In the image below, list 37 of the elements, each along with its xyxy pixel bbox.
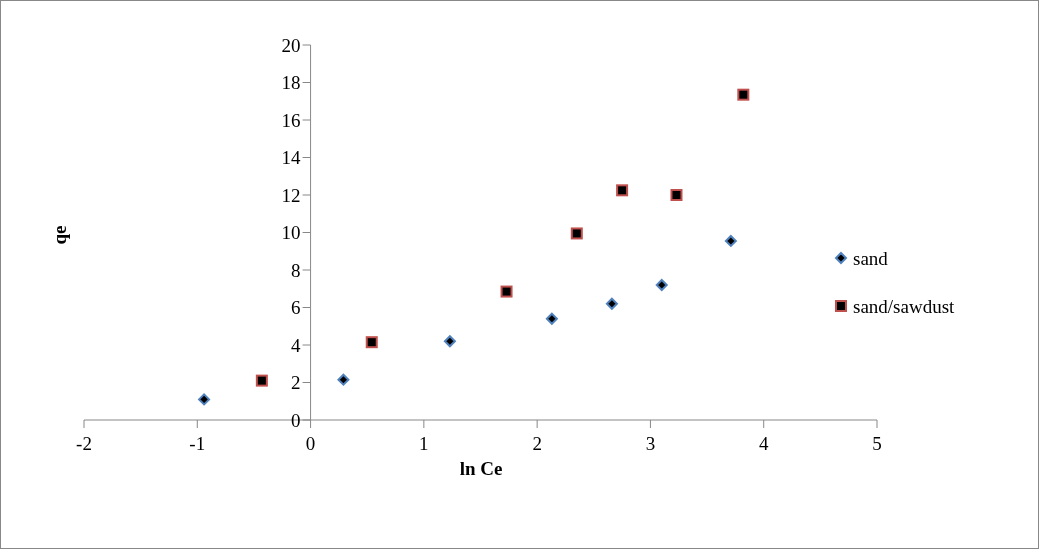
y-tick-label: 8 [291,259,301,281]
x-tick-label: 5 [872,433,882,454]
x-tick-label: 1 [419,433,429,454]
point [500,285,513,298]
y-tick-label: 18 [281,72,301,94]
y-tick-label: 4 [291,334,302,356]
y-tick-label: 14 [281,147,302,169]
x-tick-label: -1 [189,433,206,454]
x-tick-label: 0 [305,433,316,454]
legend-label: sand/sawdust [853,295,956,317]
y-tick-label: 6 [291,297,301,319]
point [365,336,378,349]
x-axis-title: ln Ce [459,458,503,479]
point [443,335,456,348]
y-tick-label: 2 [291,372,301,394]
point [616,184,629,197]
x-tick-label: -2 [76,433,92,454]
y-tick-label: 16 [281,109,301,131]
point [337,373,350,386]
x-tick-label: 2 [532,433,542,454]
point [605,297,618,310]
point [737,88,750,101]
y-axis-title: qe [49,225,70,245]
y-tick-label: 0 [291,409,301,431]
point [198,393,211,406]
x-tick-label: 3 [645,433,656,454]
point [655,279,668,291]
point [255,374,268,387]
y-tick-label: 20 [281,34,301,56]
point [724,234,737,247]
point [570,227,583,240]
y-tick-label: 10 [281,222,301,244]
legend-label: sand [853,247,889,269]
y-tick-label: 12 [281,184,301,206]
point [670,189,683,201]
point [545,312,558,325]
x-tick-label: 4 [758,433,769,454]
